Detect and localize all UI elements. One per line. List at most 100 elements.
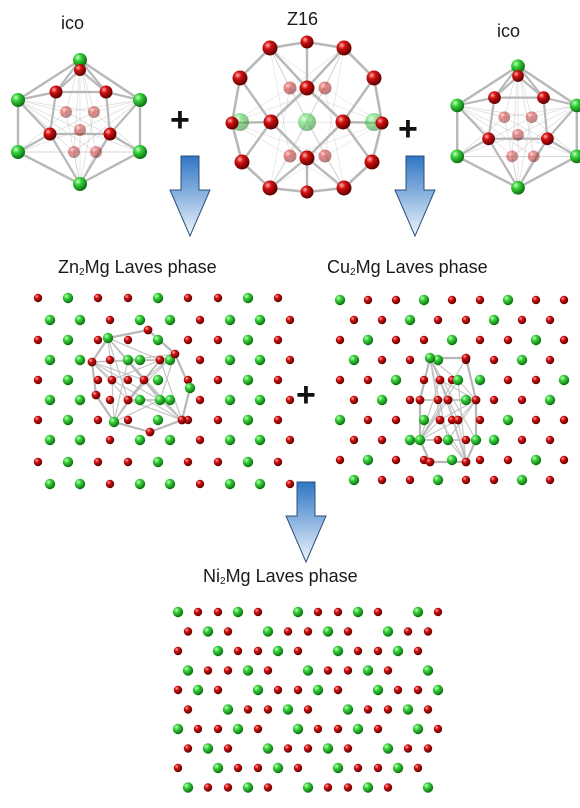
- red-atom: [293, 685, 303, 695]
- red-atom: [283, 149, 297, 163]
- red-atom: [303, 744, 313, 753]
- green-atom: [242, 292, 254, 304]
- red-atom: [105, 479, 115, 489]
- red-atom: [91, 390, 101, 400]
- red-atom: [285, 435, 295, 445]
- ico-left-label: ico: [61, 13, 85, 33]
- red-atom: [74, 64, 86, 76]
- green-atom: [224, 354, 236, 366]
- red-atom: [391, 415, 401, 425]
- red-atom: [318, 149, 332, 163]
- red-atom: [545, 355, 555, 365]
- green-atom: [418, 294, 430, 306]
- green-atom: [172, 723, 184, 735]
- red-atom: [173, 685, 183, 695]
- red-atom: [489, 355, 499, 365]
- bond: [180, 386, 192, 422]
- red-atom: [299, 80, 315, 96]
- red-atom: [183, 457, 193, 467]
- green-atom: [272, 762, 284, 774]
- red-atom: [285, 315, 295, 325]
- bond: [240, 120, 273, 164]
- cu2mg-label: Cu2Mg Laves phase: [327, 257, 488, 278]
- bond: [447, 399, 467, 463]
- red-atom: [373, 763, 383, 773]
- red-atom: [183, 744, 193, 753]
- red-atom: [213, 415, 223, 425]
- bond: [419, 357, 467, 441]
- red-atom: [155, 355, 165, 365]
- green-atom: [254, 394, 266, 406]
- green-atom: [242, 665, 254, 676]
- red-atom: [193, 607, 203, 617]
- red-atom: [559, 295, 569, 305]
- bond: [456, 155, 520, 189]
- red-atom: [293, 646, 303, 656]
- red-atom: [93, 457, 103, 467]
- bond: [419, 399, 449, 441]
- bond: [94, 393, 116, 424]
- bond: [268, 46, 309, 90]
- red-atom: [512, 128, 524, 141]
- green-atom: [164, 314, 176, 326]
- red-atom: [349, 315, 359, 325]
- ni2mg-label: Ni2Mg Laves phase: [203, 566, 358, 587]
- red-atom: [403, 627, 413, 636]
- bond: [16, 58, 82, 102]
- green-atom: [382, 626, 394, 637]
- red-atom: [461, 315, 471, 325]
- red-atom: [318, 81, 332, 95]
- red-atom: [283, 627, 293, 636]
- bond: [269, 155, 326, 189]
- green-atom: [292, 723, 304, 735]
- red-atom: [223, 627, 233, 636]
- green-atom: [172, 606, 184, 618]
- red-atom: [435, 375, 445, 385]
- red-atom: [183, 375, 193, 385]
- green-atom: [74, 434, 86, 446]
- bond: [305, 46, 346, 90]
- red-atom: [262, 40, 278, 56]
- bond: [17, 99, 97, 153]
- green-atom: [224, 394, 236, 406]
- red-atom: [475, 415, 485, 425]
- red-atom: [283, 744, 293, 753]
- red-atom: [413, 646, 423, 656]
- red-atom: [475, 295, 485, 305]
- green-atom: [74, 314, 86, 326]
- red-atom: [405, 475, 415, 485]
- bond: [48, 90, 58, 136]
- zn2mg-label: Zn2Mg Laves phase: [58, 257, 217, 278]
- red-atom: [273, 335, 283, 345]
- red-atom: [333, 724, 343, 734]
- red-atom: [93, 415, 103, 425]
- green-atom: [73, 53, 87, 67]
- red-atom: [413, 685, 423, 695]
- bond: [269, 120, 309, 160]
- bond: [531, 105, 578, 118]
- green-atom: [402, 704, 414, 715]
- red-atom: [93, 335, 103, 345]
- bond: [324, 47, 345, 157]
- red-atom: [405, 355, 415, 365]
- red-atom: [461, 457, 471, 467]
- bond: [269, 87, 326, 189]
- bond: [17, 111, 67, 153]
- green-atom: [202, 743, 214, 754]
- red-atom: [253, 607, 263, 617]
- red-atom: [33, 293, 43, 303]
- red-atom: [293, 763, 303, 773]
- green-atom: [390, 374, 402, 386]
- red-atom: [225, 116, 239, 130]
- red-atom: [353, 763, 363, 773]
- bond: [289, 87, 345, 189]
- red-atom: [425, 457, 435, 467]
- z16-label: Z16: [287, 9, 319, 29]
- red-atom: [433, 315, 443, 325]
- green-atom: [222, 704, 234, 715]
- red-atom: [203, 666, 213, 675]
- red-atom: [105, 435, 115, 445]
- bond: [238, 76, 273, 124]
- red-atom: [498, 111, 511, 124]
